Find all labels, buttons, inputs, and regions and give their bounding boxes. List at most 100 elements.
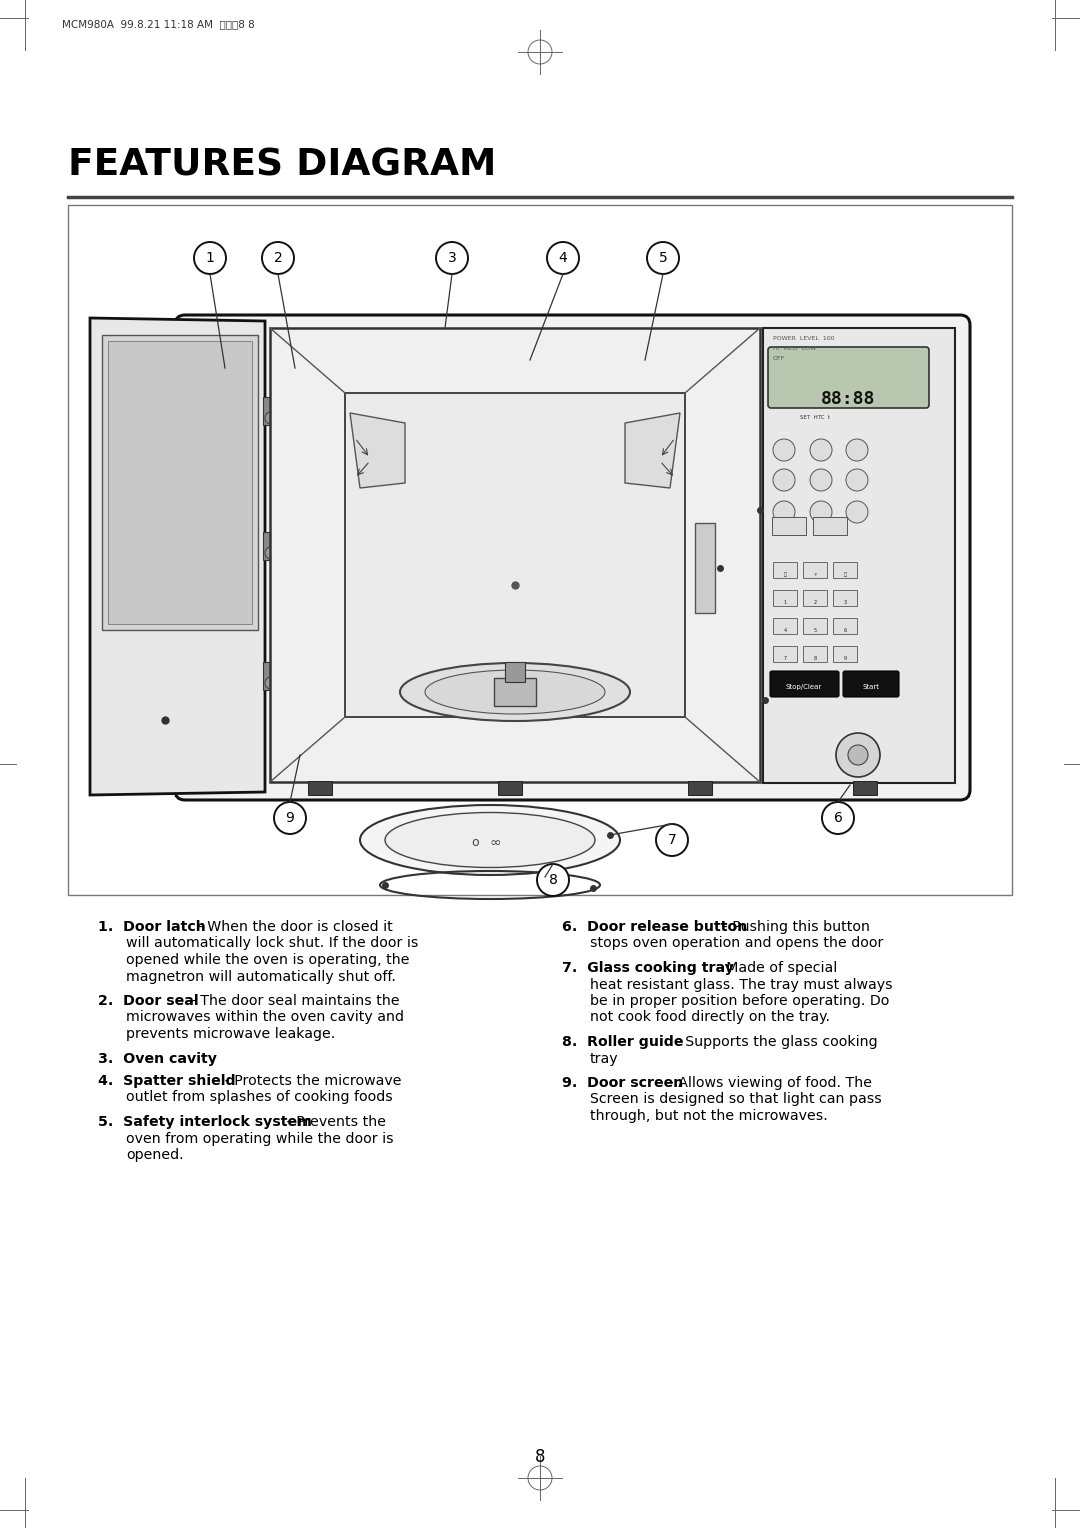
Ellipse shape <box>400 663 630 721</box>
Text: 8.  Roller guide: 8. Roller guide <box>562 1034 684 1050</box>
Text: 88:88: 88:88 <box>821 390 875 408</box>
Text: POWER  LEVEL  100: POWER LEVEL 100 <box>773 336 835 341</box>
Text: Screen is designed so that light can pass: Screen is designed so that light can pas… <box>590 1093 881 1106</box>
Bar <box>804 617 827 634</box>
Ellipse shape <box>384 813 595 868</box>
Text: - Allows viewing of food. The: - Allows viewing of food. The <box>664 1076 872 1089</box>
Text: FEATURES DIAGRAM: FEATURES DIAGRAM <box>68 148 497 183</box>
Text: stops oven operation and opens the door: stops oven operation and opens the door <box>590 937 883 950</box>
Circle shape <box>537 863 569 895</box>
FancyBboxPatch shape <box>175 315 970 801</box>
Bar <box>773 617 797 634</box>
Text: ∞: ∞ <box>489 836 501 850</box>
Bar <box>264 662 271 691</box>
Bar <box>264 532 271 559</box>
FancyBboxPatch shape <box>770 671 839 697</box>
Bar <box>308 781 332 795</box>
Circle shape <box>836 733 880 778</box>
Text: - The door seal maintains the: - The door seal maintains the <box>187 995 400 1008</box>
Text: - Prevents the: - Prevents the <box>282 1115 386 1129</box>
Bar <box>833 562 858 578</box>
Text: - Pushing this button: - Pushing this button <box>718 920 870 934</box>
Text: 8: 8 <box>535 1449 545 1465</box>
Circle shape <box>274 802 306 834</box>
Bar <box>773 562 797 578</box>
Circle shape <box>546 241 579 274</box>
Circle shape <box>848 746 868 766</box>
Circle shape <box>810 501 832 523</box>
Polygon shape <box>625 413 680 487</box>
Bar <box>494 678 536 706</box>
Text: oven from operating while the door is: oven from operating while the door is <box>126 1132 393 1146</box>
Text: - Made of special: - Made of special <box>712 961 837 975</box>
Text: 1: 1 <box>783 601 786 605</box>
Bar <box>773 646 797 662</box>
Bar <box>833 646 858 662</box>
Circle shape <box>773 501 795 523</box>
Bar <box>68 205 1012 895</box>
Text: 9.  Door screen: 9. Door screen <box>562 1076 684 1089</box>
Text: 3.  Oven cavity: 3. Oven cavity <box>98 1051 217 1065</box>
Text: 9: 9 <box>285 811 295 825</box>
Text: outlet from splashes of cooking foods: outlet from splashes of cooking foods <box>126 1091 393 1105</box>
Text: 6: 6 <box>843 628 847 633</box>
Text: Start: Start <box>863 685 879 691</box>
Bar <box>696 523 715 613</box>
Text: ⏰: ⏰ <box>784 571 786 578</box>
Bar <box>102 335 258 630</box>
Ellipse shape <box>426 669 605 714</box>
Circle shape <box>846 439 868 461</box>
Text: 5.  Safety interlock system: 5. Safety interlock system <box>98 1115 312 1129</box>
Circle shape <box>265 547 276 559</box>
Text: OFF: OFF <box>773 356 785 361</box>
Text: o: o <box>471 836 478 850</box>
Text: Stop/Clear: Stop/Clear <box>786 685 822 691</box>
Bar <box>505 662 525 681</box>
Text: - When the door is closed it: - When the door is closed it <box>193 920 393 934</box>
Polygon shape <box>90 318 265 795</box>
Text: 4: 4 <box>783 628 786 633</box>
FancyBboxPatch shape <box>768 347 929 408</box>
Text: through, but not the microwaves.: through, but not the microwaves. <box>590 1109 827 1123</box>
Bar <box>853 781 877 795</box>
Text: - Supports the glass cooking: - Supports the glass cooking <box>671 1034 877 1050</box>
Bar <box>773 590 797 607</box>
Bar <box>108 341 252 623</box>
Text: 7: 7 <box>667 833 676 847</box>
Text: 6: 6 <box>834 811 842 825</box>
Text: 9: 9 <box>843 656 847 662</box>
Bar <box>813 516 847 535</box>
Circle shape <box>265 413 276 423</box>
Text: 7.  Glass cooking tray: 7. Glass cooking tray <box>562 961 734 975</box>
Polygon shape <box>350 413 405 487</box>
Text: heat resistant glass. The tray must always: heat resistant glass. The tray must alwa… <box>590 978 893 992</box>
Circle shape <box>656 824 688 856</box>
Text: 1: 1 <box>205 251 215 264</box>
Ellipse shape <box>360 805 620 876</box>
Circle shape <box>810 439 832 461</box>
Bar <box>804 562 827 578</box>
Text: 4.  Spatter shield: 4. Spatter shield <box>98 1074 235 1088</box>
Text: 3: 3 <box>447 251 457 264</box>
Text: HI  MED  LOW: HI MED LOW <box>773 345 816 351</box>
Text: 2: 2 <box>813 601 816 605</box>
Circle shape <box>846 469 868 490</box>
Text: 2.  Door seal: 2. Door seal <box>98 995 199 1008</box>
Text: 6.  Door release button: 6. Door release button <box>562 920 747 934</box>
Text: be in proper position before operating. Do: be in proper position before operating. … <box>590 995 889 1008</box>
Bar <box>270 329 760 782</box>
Text: 7: 7 <box>783 656 786 662</box>
Bar <box>804 646 827 662</box>
Bar <box>804 590 827 607</box>
Text: 5: 5 <box>813 628 816 633</box>
Text: not cook food directly on the tray.: not cook food directly on the tray. <box>590 1010 831 1024</box>
Bar <box>762 329 955 782</box>
Text: opened while the oven is operating, the: opened while the oven is operating, the <box>126 953 409 967</box>
Circle shape <box>194 241 226 274</box>
Bar <box>833 590 858 607</box>
Circle shape <box>647 241 679 274</box>
Circle shape <box>265 677 276 689</box>
Text: 2: 2 <box>273 251 282 264</box>
Bar <box>345 393 685 717</box>
Text: opened.: opened. <box>126 1148 184 1161</box>
